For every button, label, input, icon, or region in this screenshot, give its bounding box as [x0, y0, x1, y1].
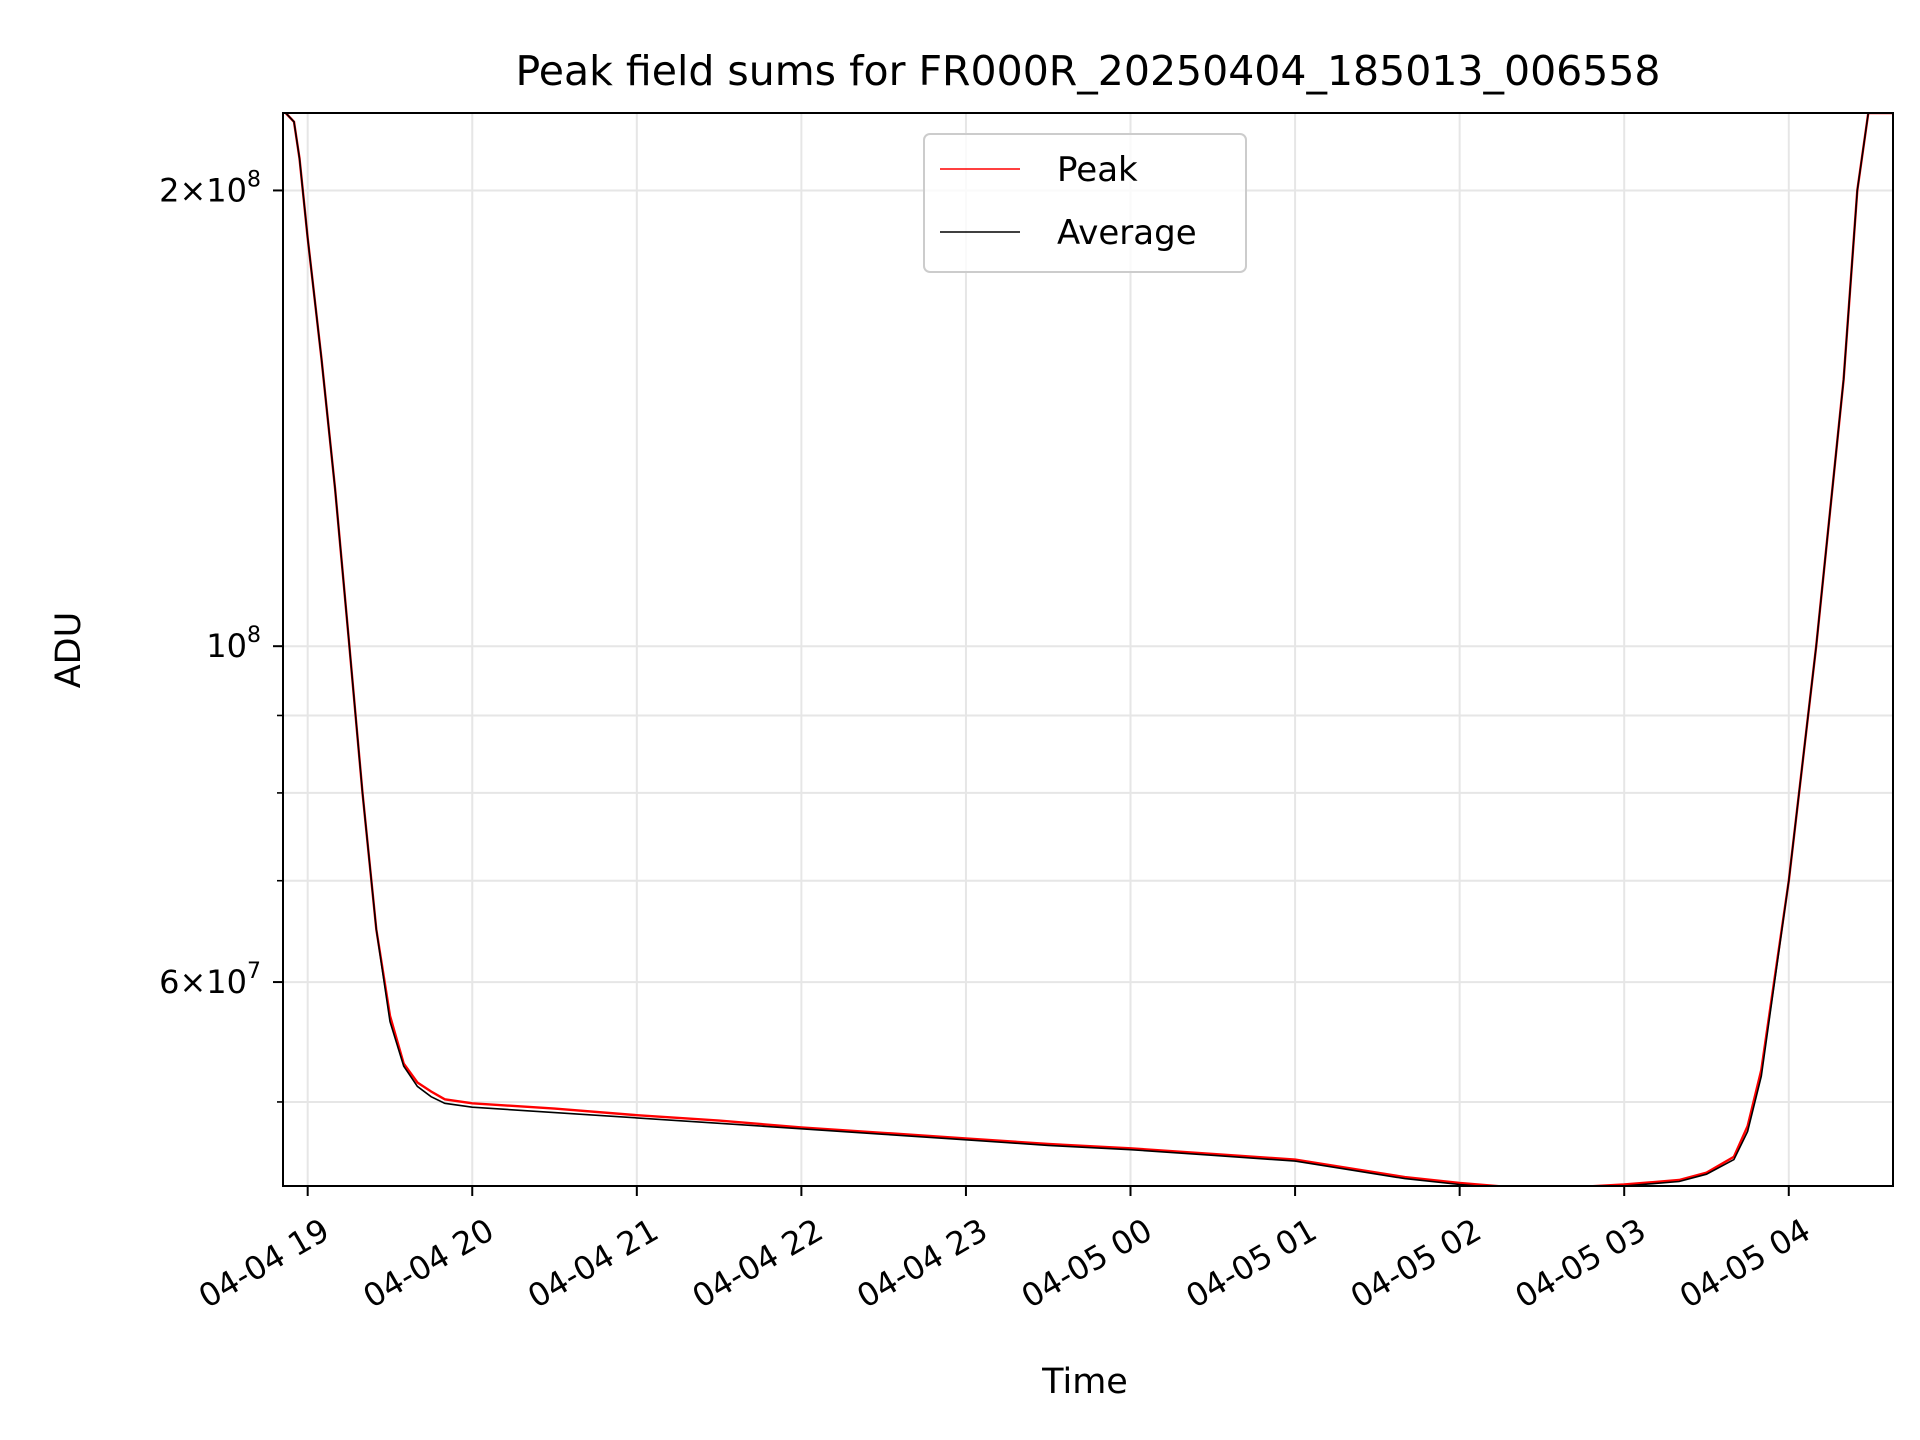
legend: Peak Average [923, 133, 1247, 273]
y-axis: 2×108 108 6×107 [159, 167, 283, 1103]
y-tick-label: 2×108 [159, 167, 261, 209]
legend-label-peak: Peak [1057, 150, 1138, 190]
series-line-average [285, 113, 1893, 1186]
y-axis-label: ADU [49, 612, 89, 689]
x-axis-label: Time [1041, 1362, 1128, 1402]
y-tick-label: 6×107 [159, 959, 261, 1001]
y-tick-label: 108 [206, 623, 261, 665]
chart-title: Peak field sums for FR000R_20250404_1850… [516, 47, 1661, 95]
plot-series [284, 113, 1893, 1186]
plot-frame [282, 112, 1894, 1187]
legend-label-average: Average [1057, 213, 1197, 253]
